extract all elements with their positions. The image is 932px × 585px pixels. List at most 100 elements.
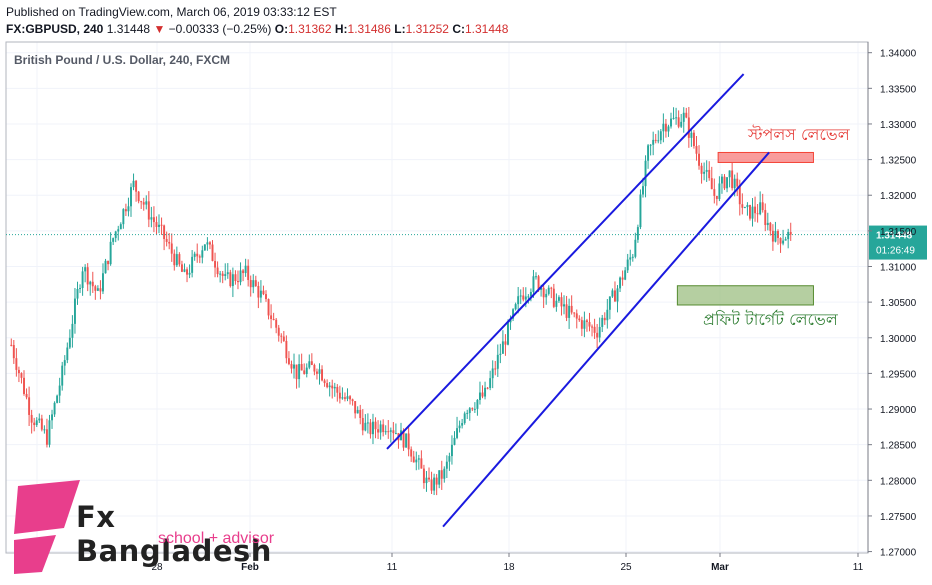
candle-body (15, 358, 18, 370)
candle-body (285, 340, 288, 359)
candle-body (703, 171, 706, 174)
candle-body (295, 364, 298, 380)
candle-body (394, 433, 397, 435)
candle-body (438, 470, 441, 485)
candle-body (644, 160, 647, 187)
channel-upper-line[interactable] (386, 73, 745, 450)
candle-body (160, 224, 163, 226)
candle-body (611, 290, 614, 297)
candle-body (45, 429, 48, 445)
low-value: 1.31252 (405, 22, 449, 36)
candle-body (647, 145, 650, 161)
candle-body (708, 169, 711, 179)
candle-body (142, 202, 145, 205)
candle-body (356, 409, 359, 414)
candle-body (598, 326, 601, 338)
high-value: 1.31486 (347, 22, 391, 36)
candle-body (624, 270, 627, 280)
candle-body (377, 429, 380, 433)
candles (10, 106, 792, 496)
candle-body (234, 274, 237, 282)
candle-body (43, 429, 46, 431)
candle-body (476, 399, 479, 409)
candle-body (102, 273, 104, 292)
candle-body (560, 297, 563, 307)
candle-body (412, 456, 415, 463)
candle-body (196, 253, 199, 257)
candle-body (428, 477, 430, 480)
candle-body (481, 392, 484, 397)
candle-body (10, 344, 13, 346)
candle-body (535, 276, 537, 278)
candle-body (461, 423, 464, 426)
candle-body (764, 210, 767, 226)
profit-target-zone[interactable] (676, 285, 814, 306)
candle-body (565, 304, 568, 318)
candle-body (310, 361, 313, 365)
candle-body (331, 385, 334, 389)
candle-body (664, 123, 667, 132)
candle-body (601, 317, 604, 327)
candle-body (435, 477, 438, 485)
candle-body (290, 364, 293, 369)
candle-body (53, 402, 56, 415)
logo-tagline: school + advisor (158, 530, 275, 547)
candle-body (303, 370, 306, 374)
candle-body (346, 396, 349, 399)
candle-body (407, 433, 410, 450)
candle-body (275, 319, 278, 328)
candle-body (524, 296, 527, 300)
candle-body (124, 209, 127, 212)
candle-body (38, 418, 41, 421)
ohlc-line: FX:GBPUSD, 240 1.31448 ▼ −0.00333 (−0.25… (6, 21, 508, 38)
candle-body (779, 237, 782, 244)
candle-body (224, 274, 227, 276)
candle-body (107, 260, 110, 265)
candle-body (670, 118, 672, 127)
candle-body (733, 178, 736, 189)
candle-body (298, 364, 301, 380)
candle-body (198, 256, 201, 258)
candle-body (40, 418, 43, 430)
candle-body (354, 401, 357, 414)
candle-body (784, 239, 787, 241)
candle-body (766, 222, 769, 226)
candle-body (746, 204, 749, 208)
candle-body (700, 165, 703, 174)
candle-body (117, 229, 120, 232)
candle-body (165, 239, 168, 242)
candle-body (23, 377, 25, 394)
candle-body (736, 178, 739, 187)
candle-body (351, 399, 354, 402)
candle-body (326, 383, 329, 388)
candle-body (654, 139, 657, 141)
candle-body (132, 180, 135, 188)
candle-body (713, 189, 716, 196)
candle-body (206, 242, 209, 245)
candle-body (30, 414, 33, 423)
y-tick-label: 1.30500 (880, 298, 917, 309)
candle-body (563, 304, 565, 307)
candle-body (374, 421, 377, 430)
candle-body (389, 430, 392, 432)
candle-body (104, 260, 107, 274)
candle-body (621, 277, 624, 280)
candle-body (774, 231, 777, 242)
y-tick-label: 1.31500 (880, 227, 917, 238)
candle-body (593, 326, 596, 333)
open-value: 1.31362 (288, 22, 332, 36)
candle-body (63, 360, 66, 366)
candle-body (687, 117, 690, 138)
candle-body (384, 431, 387, 433)
candle-body (705, 169, 708, 172)
open-label: O: (274, 22, 289, 36)
candle-body (262, 290, 265, 295)
candle-body (76, 288, 79, 299)
candle-body (616, 288, 619, 302)
candle-body (514, 304, 517, 310)
channel-lower-line[interactable] (442, 151, 770, 528)
candle-body (89, 281, 92, 285)
candle-body (66, 347, 69, 361)
candle-body (710, 178, 713, 190)
